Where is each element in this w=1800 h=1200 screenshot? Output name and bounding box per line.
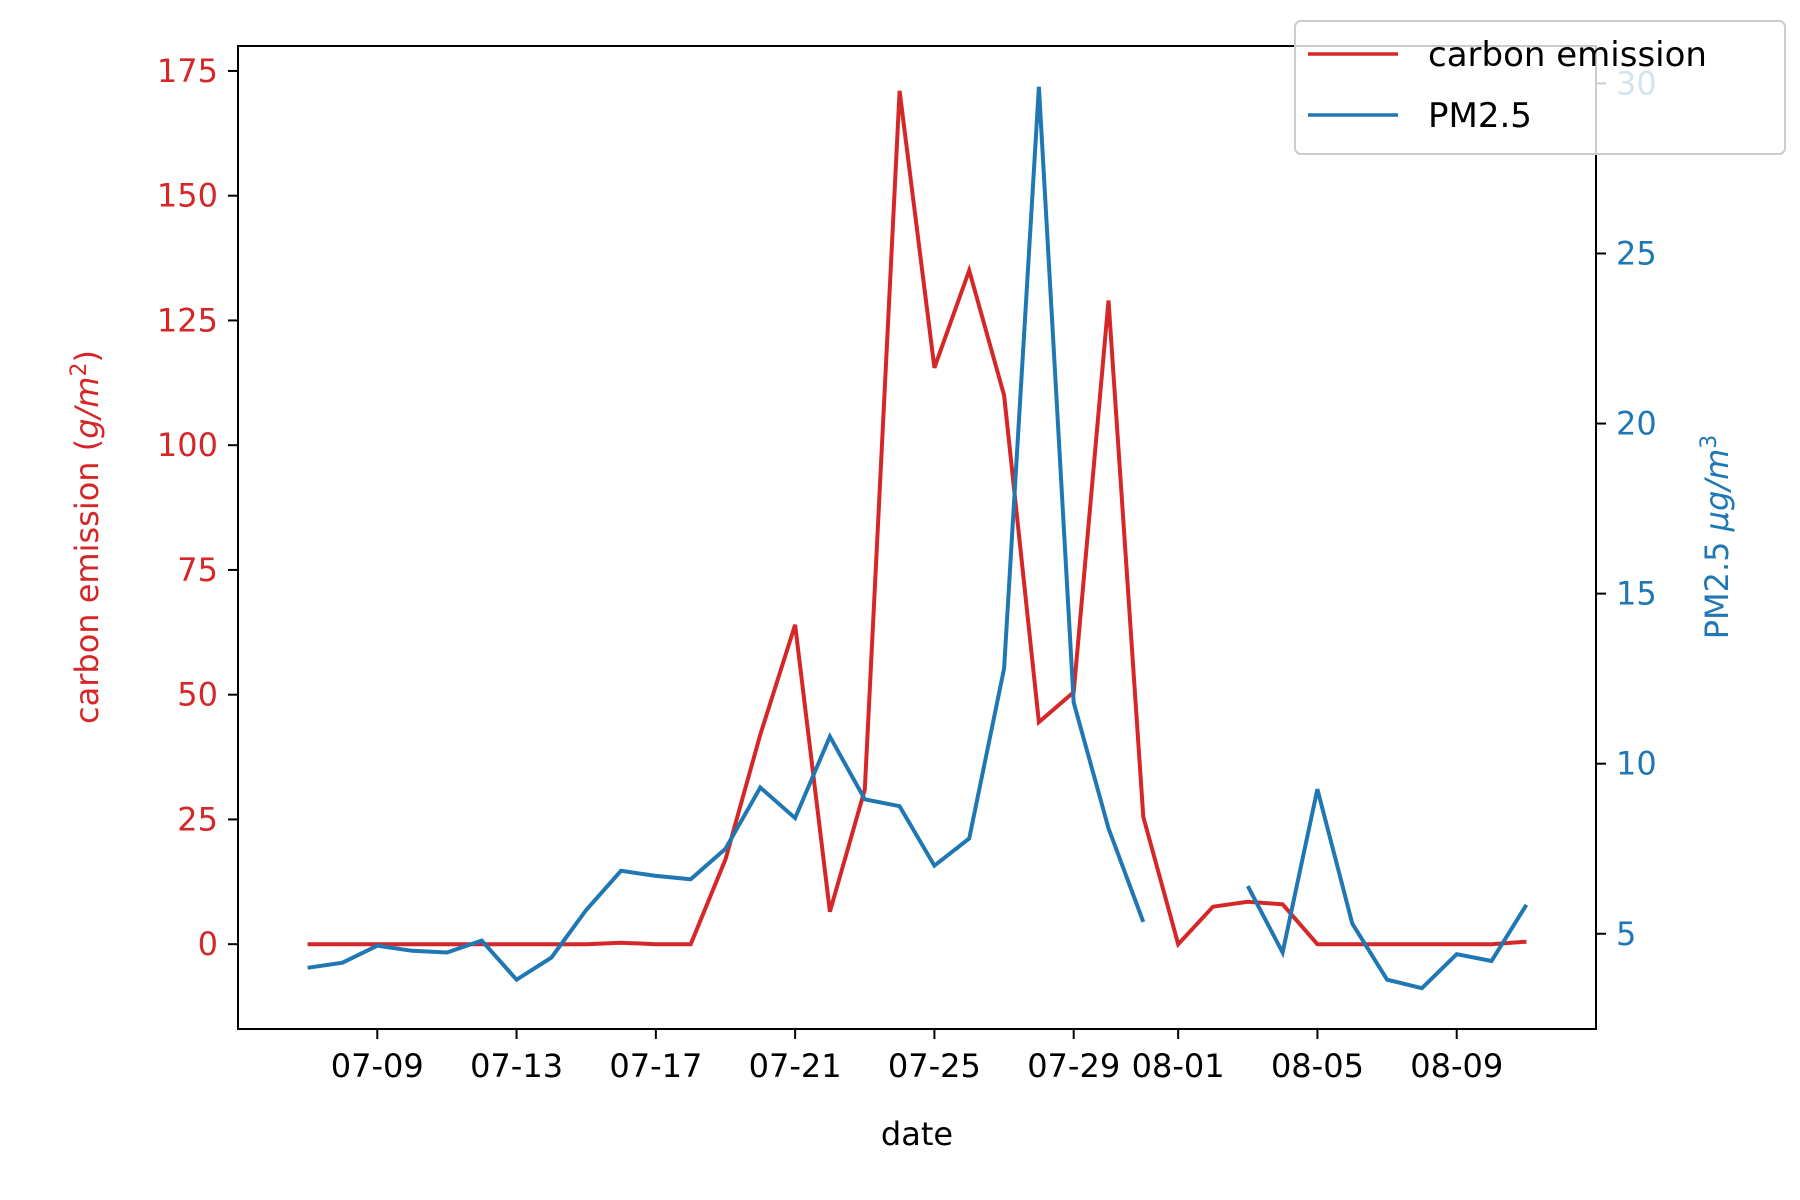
right-tick-label: 10 [1616,745,1657,783]
left-tick-label: 25 [177,800,218,838]
left-tick-label: 50 [177,676,218,714]
left-axis: 0 25 50 75 100 125 150 175 [157,52,238,963]
legend-box [1294,20,1786,155]
x-tick-label: 08-01 [1132,1047,1225,1085]
x-tick-label: 08-05 [1271,1047,1364,1085]
left-axis-label-close: ) [68,350,106,362]
x-tick-label: 07-13 [470,1047,563,1085]
right-tick-label: 20 [1616,405,1657,443]
right-axis-label: PM2.5 μg/m3 [1697,435,1737,640]
right-tick-label: 15 [1616,575,1657,613]
left-tick-label: 125 [157,301,218,339]
plot-frame [237,45,1597,1030]
legend-label-carbon: carbon emission [1428,35,1707,75]
left-tick-label: 175 [157,52,218,90]
right-axis-label-unit: μg/m [1698,449,1736,533]
x-tick-label: 08-09 [1410,1047,1503,1085]
left-tick-label: 100 [157,426,218,464]
series-line-pm25-1 [1246,788,1529,991]
legend: carbon emission PM2.5 [1294,20,1786,155]
x-tick-label: 07-25 [888,1047,981,1085]
x-tick-label: 07-29 [1027,1047,1120,1085]
x-axis: 07-09 07-13 07-17 07-21 07-25 07-29 08-01 08-05… [331,1029,1503,1085]
right-tick-label: 5 [1616,915,1636,953]
plot-lines [307,86,1529,991]
x-axis-label: date [881,1115,953,1153]
left-axis-label-text: carbon emission ( [68,439,106,724]
legend-label-pm25: PM2.5 [1428,96,1532,136]
x-tick-label: 07-09 [331,1047,424,1085]
x-tick-label: 07-17 [609,1047,702,1085]
left-tick-label: 150 [157,177,218,215]
right-axis-label-sup: 3 [1697,435,1722,449]
right-axis-label-text: PM2.5 [1698,531,1736,639]
left-axis-label: carbon emission (g/m2) [67,350,107,724]
left-tick-label: 0 [198,925,218,963]
series-line-carbon-emission-0 [307,90,1527,949]
right-axis: 51015202530 [1596,64,1657,953]
left-axis-label-sup: 2 [67,363,92,377]
right-tick-label: 25 [1616,234,1657,272]
left-axis-label-unit: g/m [68,377,106,439]
x-tick-label: 07-21 [749,1047,842,1085]
series-line-pm25-0 [307,86,1146,983]
left-tick-label: 75 [177,551,218,589]
